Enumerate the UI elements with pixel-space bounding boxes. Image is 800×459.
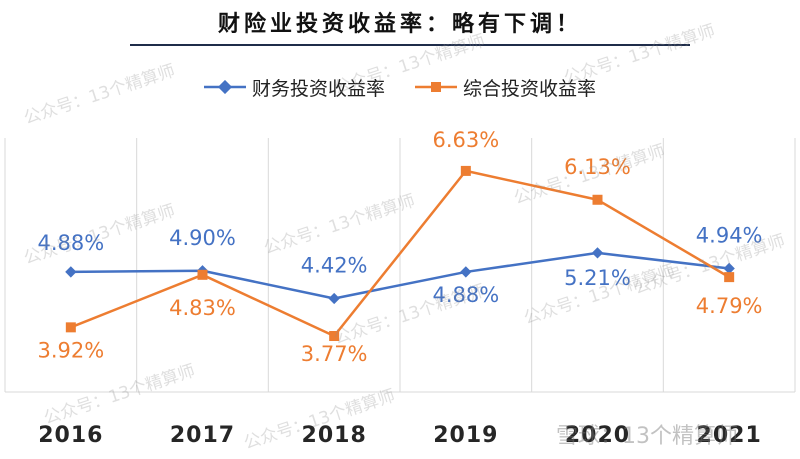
data-label: 4.94% <box>696 223 763 247</box>
data-label: 4.83% <box>169 296 236 320</box>
data-label: 6.13% <box>564 155 631 179</box>
x-tick-label: 2019 <box>433 423 498 448</box>
data-point <box>65 322 76 333</box>
x-tick-label: 2021 <box>697 423 762 448</box>
series-line-2 <box>70 169 730 338</box>
data-point <box>460 266 472 278</box>
data-point <box>723 262 735 275</box>
legend: 财务投资收益率 综合投资收益率 <box>0 74 800 100</box>
data-label: 4.88% <box>432 283 499 307</box>
data-label: 4.88% <box>37 231 104 255</box>
chart-title: 财险业投资收益率：略有下调！ <box>217 12 582 37</box>
title-underline <box>130 44 690 46</box>
legend-swatch-series-1 <box>203 80 246 94</box>
data-point <box>329 331 340 342</box>
data-point <box>460 165 471 176</box>
data-label: 4.90% <box>169 226 236 250</box>
legend-label-series-1: 财务投资收益率 <box>251 77 385 100</box>
x-tick-label: 2016 <box>38 423 103 448</box>
data-label: 3.77% <box>301 342 368 366</box>
data-point <box>328 292 340 305</box>
data-label: 3.92% <box>37 338 104 362</box>
legend-item-series-2: 综合投资收益率 <box>415 74 596 101</box>
data-point <box>724 272 735 283</box>
series-line-1 <box>70 251 730 300</box>
legend-label-series-2: 综合投资收益率 <box>463 77 597 100</box>
legend-swatch-series-2 <box>415 82 457 92</box>
x-tick-label: 2020 <box>565 423 630 448</box>
data-point <box>197 269 208 280</box>
data-label: 5.21% <box>564 266 631 290</box>
data-point <box>591 247 604 259</box>
data-point <box>65 266 77 278</box>
legend-item-series-1: 财务投资收益率 <box>203 74 385 101</box>
data-label: 6.63% <box>432 128 499 152</box>
data-label: 4.79% <box>696 294 763 318</box>
data-label: 4.42% <box>301 253 368 277</box>
footer-watermark: 雪球：13个精算师 <box>556 424 738 449</box>
x-tick-label: 2018 <box>302 423 367 448</box>
x-tick-label: 2017 <box>170 423 235 448</box>
data-point <box>592 194 603 205</box>
